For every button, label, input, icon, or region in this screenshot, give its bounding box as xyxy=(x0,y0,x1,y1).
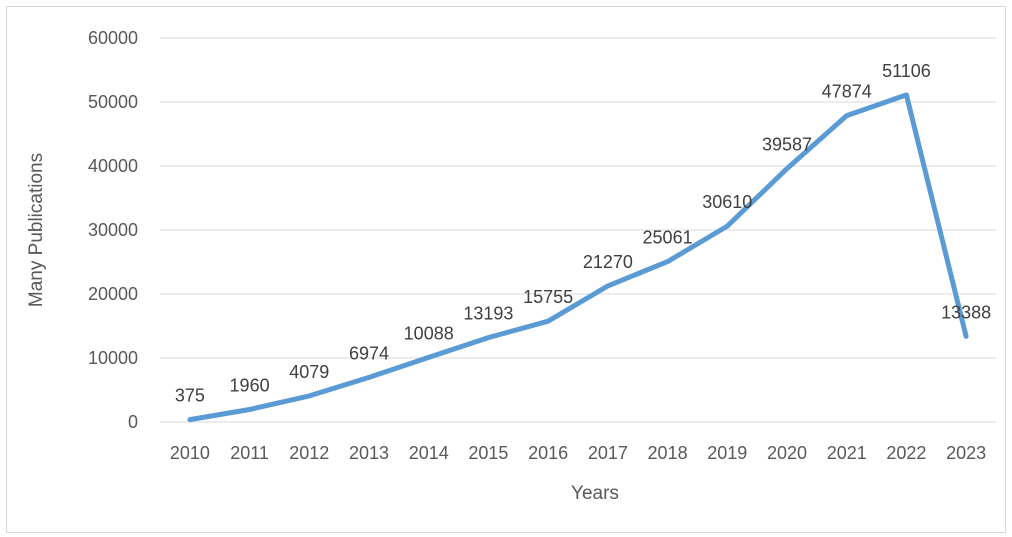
x-tick-label: 2016 xyxy=(528,443,568,463)
data-label: 10088 xyxy=(404,323,454,343)
x-tick-label: 2020 xyxy=(767,443,807,463)
data-label: 4079 xyxy=(289,362,329,382)
y-tick-label: 40000 xyxy=(88,156,138,176)
x-tick-label: 2021 xyxy=(827,443,867,463)
x-tick-label: 2014 xyxy=(409,443,449,463)
x-tick-label: 2010 xyxy=(170,443,210,463)
data-label: 1960 xyxy=(230,375,270,395)
y-axis-ticks: 0 10000 20000 30000 40000 50000 60000 xyxy=(88,28,138,432)
x-tick-label: 2012 xyxy=(289,443,329,463)
x-tick-label: 2013 xyxy=(349,443,389,463)
y-tick-label: 60000 xyxy=(88,28,138,48)
data-label: 25061 xyxy=(643,228,693,248)
chart-frame xyxy=(6,6,1006,533)
y-axis-title: Many Publications xyxy=(26,153,47,307)
y-tick-label: 20000 xyxy=(88,284,138,304)
data-label: 21270 xyxy=(583,252,633,272)
x-tick-label: 2011 xyxy=(230,443,269,463)
y-tick-label: 0 xyxy=(128,412,138,432)
data-label: 375 xyxy=(175,386,205,406)
y-tick-label: 50000 xyxy=(88,92,138,112)
y-tick-label: 10000 xyxy=(88,348,138,368)
x-tick-label: 2023 xyxy=(946,443,986,463)
series-line xyxy=(187,92,969,423)
x-tick-label: 2022 xyxy=(886,443,926,463)
data-label: 13388 xyxy=(941,302,991,322)
data-label: 6974 xyxy=(349,343,389,363)
data-label: 15755 xyxy=(523,287,573,307)
y-tick-label: 30000 xyxy=(88,220,138,240)
x-tick-label: 2018 xyxy=(648,443,688,463)
gridlines xyxy=(160,37,996,423)
data-label: 13193 xyxy=(463,304,513,324)
data-label: 30610 xyxy=(702,192,752,212)
series-layer xyxy=(187,92,969,423)
x-tick-label: 2015 xyxy=(468,443,508,463)
data-label: 51106 xyxy=(882,61,931,81)
data-label: 47874 xyxy=(822,82,872,102)
x-tick-label: 2017 xyxy=(588,443,628,463)
data-label: 39587 xyxy=(762,135,812,155)
x-axis-title: Years xyxy=(571,483,619,504)
x-tick-label: 2019 xyxy=(707,443,747,463)
data-labels: 375 1960 4079 6974 10088 13193 15755 21270 25061… xyxy=(175,61,991,406)
x-axis-ticks: 2010 2011 2012 2013 2014 2015 2016 2017 2018 2019… xyxy=(170,443,986,463)
